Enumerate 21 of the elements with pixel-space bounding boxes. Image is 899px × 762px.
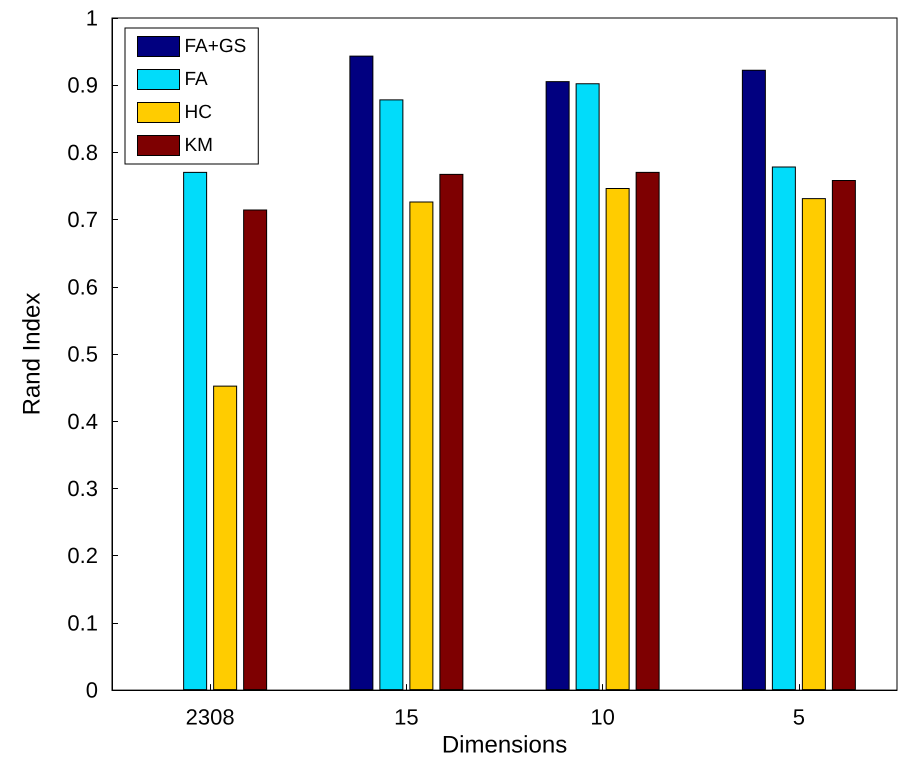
x-tick-label: 10 <box>590 704 615 730</box>
x-tick-label: 2308 <box>186 704 235 730</box>
y-tick-label: 0.5 <box>67 342 98 367</box>
legend-label: KM <box>184 135 213 156</box>
legend-label: HC <box>184 102 212 123</box>
x-tick-label: 15 <box>394 704 419 730</box>
y-tick-label: 0.1 <box>67 610 98 636</box>
legend-label: FA <box>184 69 208 90</box>
y-tick-label: 0.4 <box>67 408 98 434</box>
y-tick-label: 0 <box>86 678 98 703</box>
y-tick-label: 0.7 <box>67 207 98 232</box>
legend-label: FA+GS <box>184 36 246 57</box>
x-tick-label: 5 <box>792 704 805 730</box>
y-tick-label: 0.9 <box>67 72 98 98</box>
y-tick-label: 0.8 <box>67 140 98 165</box>
y-axis-title: Rand Index <box>18 292 46 416</box>
y-tick-label: 0.2 <box>67 543 98 568</box>
y-tick-label: 0.3 <box>67 476 98 501</box>
x-axis-title: Dimensions <box>442 732 568 758</box>
y-tick-label: 0.6 <box>67 274 98 300</box>
y-tick-label: 1 <box>86 6 98 30</box>
